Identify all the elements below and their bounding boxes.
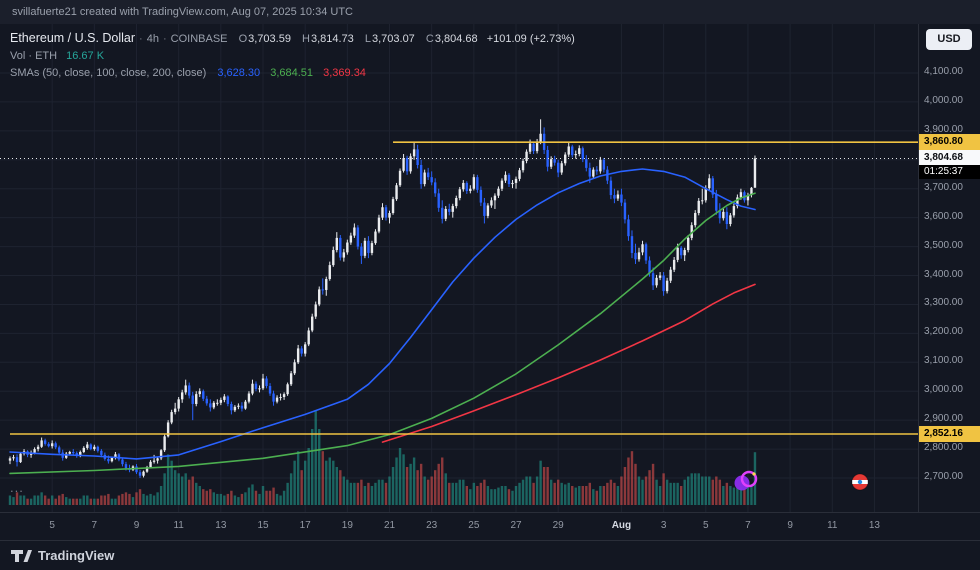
sma200-value: 3,369.34: [323, 67, 366, 79]
sticker-ball-icon[interactable]: [851, 473, 869, 496]
change-value: +101.09 (+2.73%): [486, 33, 575, 45]
legend-row-symbol: Ethereum / U.S. Dollar · 4h · COINBASE O3,70…: [10, 30, 575, 48]
sma-indicator-label[interactable]: SMAs (50, close, 100, close, 200, close): [10, 67, 207, 79]
legend-row-volume: Vol · ETH 16.67 K: [10, 48, 575, 65]
last-price-badge: 3,804.68 01:25:37: [919, 150, 980, 180]
price-level-badge: 2,852.16: [919, 426, 980, 442]
time-tick-label: 3: [660, 520, 667, 531]
time-tick-label: 5: [49, 520, 55, 531]
chart-area[interactable]: Ethereum / U.S. Dollar · 4h · COINBASE O3,70…: [0, 24, 980, 512]
volume-value: 16.67 K: [66, 50, 105, 62]
time-tick-label: 29: [552, 520, 564, 531]
time-tick-label: 9: [133, 520, 140, 531]
price-scale-label: 3,700.00: [924, 181, 963, 193]
close-key: C: [425, 33, 434, 45]
tradingview-logo-text: TradingView: [38, 548, 115, 563]
sma50-value: 3,628.30: [217, 67, 261, 79]
time-tick-label: 25: [468, 520, 480, 531]
sma100-value: 3,684.51: [270, 67, 314, 79]
price-scale-label: 3,900.00: [924, 123, 963, 135]
open-key: O: [238, 33, 248, 45]
time-tick-label: 7: [91, 520, 98, 531]
price-scale-label: 3,100.00: [924, 355, 963, 367]
price-scale-label: 2,700.00: [924, 471, 963, 483]
chart-legend: Ethereum / U.S. Dollar · 4h · COINBASE O3,70…: [10, 30, 575, 82]
time-tick-label: 21: [383, 520, 396, 531]
legend-separator: ·: [139, 33, 143, 45]
currency-unit-button[interactable]: USD: [926, 29, 972, 50]
interval-label[interactable]: 4h: [146, 33, 159, 45]
legend-more-ellipsis[interactable]: ...: [10, 480, 24, 495]
price-scale-label: 3,300.00: [924, 297, 963, 309]
low-value: 3,703.07: [371, 33, 415, 45]
price-scale-label: 3,200.00: [924, 326, 963, 338]
price-scale-label: 3,600.00: [924, 210, 963, 222]
price-scale-label: 2,800.00: [924, 442, 963, 454]
price-scale-label: 3,500.00: [924, 239, 963, 251]
close-value: 3,804.68: [434, 33, 478, 45]
time-tick-label: 13: [215, 520, 227, 531]
legend-separator: ·: [162, 33, 167, 45]
high-key: H: [302, 33, 310, 45]
candlestick-chart[interactable]: [0, 24, 918, 512]
legend-row-smas: SMAs (50, close, 100, close, 200, close)…: [10, 65, 575, 82]
price-scale-label: 4,000.00: [924, 94, 963, 106]
tradingview-logo[interactable]: TradingView: [10, 548, 114, 563]
volume-label: Vol · ETH: [10, 50, 58, 62]
time-tick-label: 5: [702, 520, 709, 531]
high-value: 3,814.73: [310, 33, 354, 45]
footer-bar: TradingView: [0, 540, 980, 570]
price-scale-label: 3,000.00: [924, 384, 963, 396]
time-tick-label: 9: [787, 520, 793, 531]
price-scale[interactable]: USD 4,100.00 4,000.00 3,900.00 3,700.00 3,60…: [918, 24, 980, 512]
time-tick-label: 17: [299, 520, 311, 531]
time-tick-label: 13: [868, 520, 880, 531]
exchange-label: COINBASE: [170, 33, 228, 45]
attribution-bar: svillafuerte21 created with TradingView.…: [0, 0, 980, 24]
attribution-text: svillafuerte21 created with TradingView.…: [12, 6, 353, 18]
time-tick-label: 11: [173, 520, 184, 531]
time-tick-label: 11: [827, 520, 838, 531]
time-tick-label: 27: [510, 520, 522, 531]
price-level-badge: 3,860.80: [919, 134, 980, 151]
symbol-title[interactable]: Ethereum / U.S. Dollar: [10, 31, 136, 45]
sticker-sparkle-icon[interactable]: [733, 468, 759, 499]
time-tick-label: 23: [426, 520, 438, 531]
time-axis[interactable]: 5 7 9 11 13 15 17 19 21 23 25 27 29 Aug 3 5 7 9 11 13: [0, 512, 980, 541]
tradingview-logo-icon: [11, 549, 32, 562]
low-key: L: [364, 33, 371, 45]
time-tick-label: 7: [745, 520, 751, 531]
price-scale-label: 4,100.00: [924, 66, 963, 77]
price-scale-label: 3,400.00: [924, 268, 963, 280]
open-value: 3,703.59: [248, 33, 291, 45]
time-tick-label: 15: [257, 520, 269, 531]
time-tick-label: 19: [341, 520, 353, 531]
price-scale-label: 2,900.00: [924, 413, 963, 425]
time-tick-label: Aug: [611, 520, 632, 531]
